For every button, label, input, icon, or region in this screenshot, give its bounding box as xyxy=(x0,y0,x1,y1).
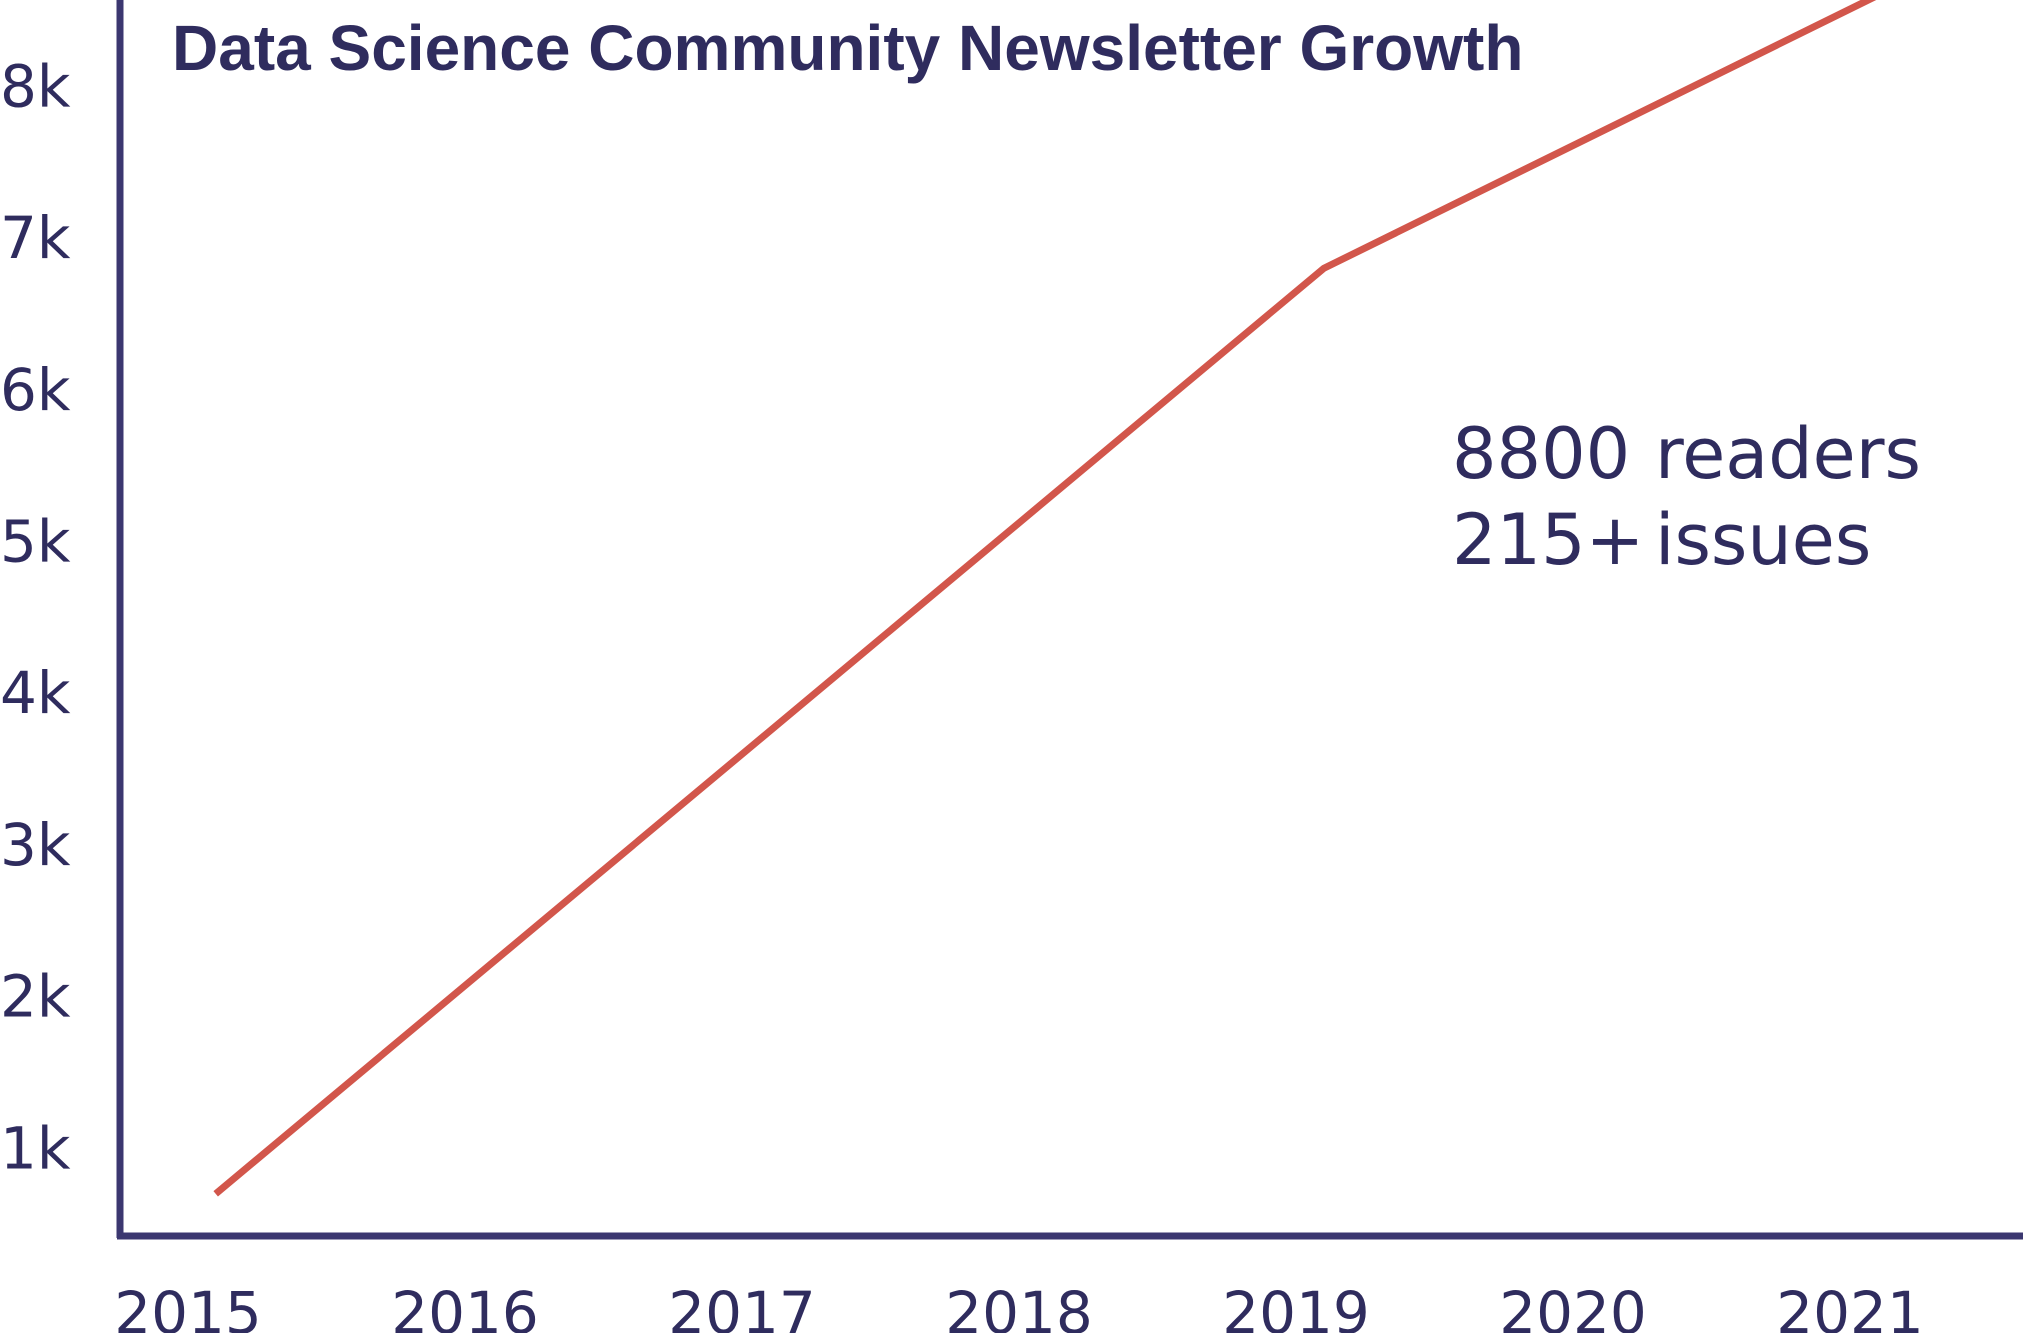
series-line xyxy=(213,0,1877,1197)
readers-label: readers xyxy=(1655,413,1921,495)
series-layer xyxy=(213,0,1877,1197)
issues-count: 215+ xyxy=(1452,499,1644,581)
x-tick-label: 2016 xyxy=(391,1279,539,1333)
x-tick-label: 2021 xyxy=(1776,1279,1924,1333)
stats-annotation: 8800 readers 215+ issues xyxy=(1452,413,1921,581)
x-tick-label: 2020 xyxy=(1499,1279,1647,1333)
y-tick-label: 5k xyxy=(0,508,71,576)
y-tick-label: 2k xyxy=(0,963,71,1031)
x-tick-labels: 2015 2016 2017 2018 2019 2020 2021 xyxy=(114,1279,1924,1333)
y-tick-label: 3k xyxy=(0,811,71,879)
chart-title: Data Science Community Newsletter Growth xyxy=(172,12,1523,84)
y-tick-label: 1k xyxy=(0,1114,71,1182)
y-tick-labels: 1k 2k 3k 4k 5k 6k 7k 8k xyxy=(0,52,71,1182)
y-tick-label: 4k xyxy=(0,659,71,727)
issues-label: issues xyxy=(1655,499,1871,581)
x-tick-label: 2015 xyxy=(114,1279,262,1333)
x-tick-label: 2019 xyxy=(1222,1279,1370,1333)
readers-count: 8800 xyxy=(1452,413,1630,495)
x-tick-label: 2017 xyxy=(668,1279,816,1333)
y-tick-label: 7k xyxy=(0,204,71,272)
x-tick-label: 2018 xyxy=(945,1279,1093,1333)
y-tick-label: 8k xyxy=(0,52,71,120)
y-tick-label: 6k xyxy=(0,356,71,424)
